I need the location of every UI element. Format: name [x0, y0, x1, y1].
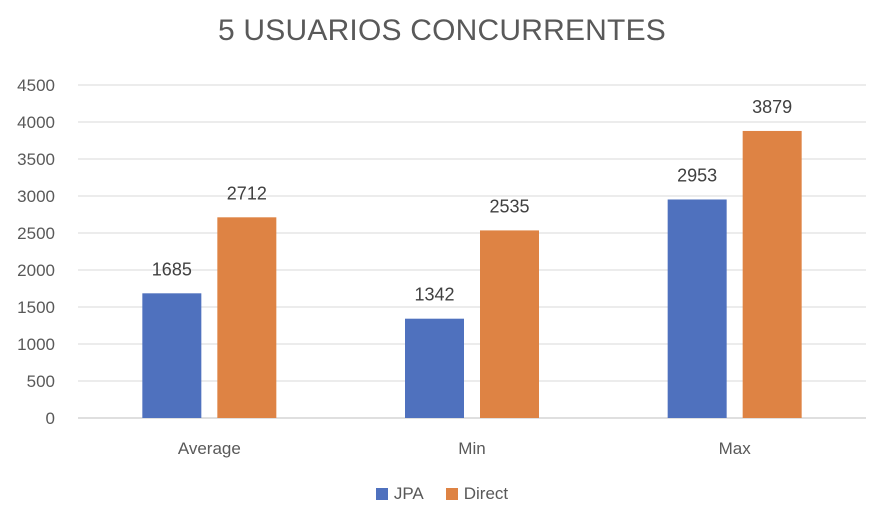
bar-jpa-min: [405, 318, 464, 418]
y-tick-label: 1000: [17, 335, 55, 354]
legend-swatch-direct: [445, 488, 458, 500]
bar-direct-average: [217, 217, 277, 418]
legend-label-jpa: JPA: [393, 484, 424, 503]
gridlines: [78, 84, 866, 419]
data-label: 3879: [752, 97, 792, 117]
bars: [142, 130, 802, 419]
legend-item-jpa: JPA: [375, 484, 424, 504]
bar-direct-min: [480, 230, 539, 418]
x-axis-tick-labels: Average Min Max: [178, 439, 751, 458]
data-label: 2953: [677, 165, 717, 185]
y-tick-label: 0: [46, 409, 55, 428]
data-label: 1342: [414, 285, 454, 305]
y-tick-label: 4500: [17, 76, 55, 95]
legend-label-direct: Direct: [463, 484, 509, 503]
data-label: 2712: [227, 183, 267, 203]
y-tick-label: 2500: [17, 224, 55, 243]
data-label: 2535: [489, 196, 529, 216]
bar-jpa-average: [142, 293, 202, 418]
y-tick-label: 1500: [17, 298, 55, 317]
x-tick-label: Min: [458, 439, 485, 458]
x-tick-label: Average: [178, 439, 241, 458]
y-tick-label: 3500: [17, 150, 55, 169]
y-tick-label: 2000: [17, 261, 55, 280]
y-tick-label: 3000: [17, 187, 55, 206]
y-tick-label: 4000: [17, 113, 55, 132]
bar-direct-max: [742, 130, 802, 419]
y-tick-label: 500: [27, 372, 55, 391]
chart-title: 5 USUARIOS CONCURRENTES: [218, 14, 666, 47]
legend: JPA Direct: [0, 484, 884, 504]
legend-item-direct: Direct: [445, 484, 509, 504]
bar-jpa-max: [667, 199, 727, 418]
data-label: 1685: [152, 259, 192, 279]
data-labels: 1685 2712 1342 2535 2953 3879: [152, 97, 792, 305]
legend-swatch-jpa: [375, 488, 388, 500]
x-tick-label: Max: [719, 439, 752, 458]
y-axis-tick-labels: 0 500 1000 1500 2000 2500 3000 3500 4000 4500: [17, 76, 55, 428]
